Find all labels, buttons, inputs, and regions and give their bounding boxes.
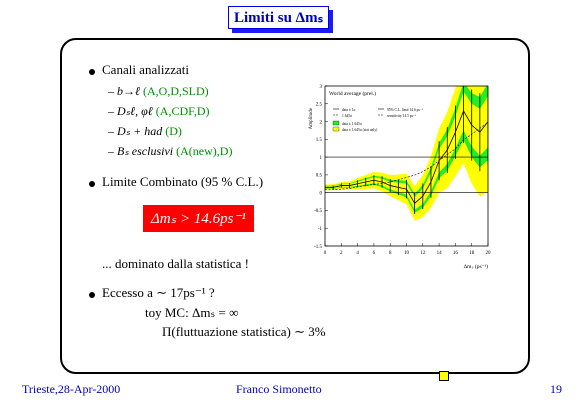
channel: Dₛℓ, φℓ [117, 104, 153, 118]
detail: Π(fluttuazione statistica) ∼ 3% [162, 324, 326, 339]
x-tick-label: 14 [437, 251, 443, 256]
plot-title: World average (prel.) [329, 90, 376, 97]
band-1645 [325, 86, 488, 221]
bullet-text: Eccesso a ∼ 17ps⁻¹ ? [102, 285, 215, 300]
y-tick-label: 1.5 [316, 138, 323, 143]
legend-label: 95% C.L. limit 14.6 ps⁻¹ [387, 108, 423, 112]
bullet [89, 292, 95, 298]
sub-item: – Bₛ esclusivi (A(new),D) [108, 144, 233, 158]
x-tick-label: 20 [486, 251, 492, 256]
x-tick-label: 12 [420, 251, 426, 256]
experiments: (A,O,D,SLD) [143, 84, 209, 98]
detail: toy MC: Δmₛ = ∞ [145, 305, 239, 320]
y-axis-label: Amplitude [309, 107, 314, 129]
bullet-text: Limite Combinato (95 % C.L.) [102, 174, 264, 189]
y-tick-label: 3 [320, 85, 323, 90]
legend-swatch [332, 126, 340, 132]
experiments: (D) [165, 124, 182, 138]
experiments: (A(new),D) [176, 144, 233, 158]
sub-item: – Dₛ + had (D) [108, 124, 182, 138]
result-box: Δmₛ > 14.6ps⁻¹ [143, 205, 254, 232]
y-tick-label: 0.5 [316, 174, 323, 179]
legend-label: data ± 1.645σ [342, 122, 362, 126]
experiments: (A,CDF,D) [155, 104, 210, 118]
legend-swatch [332, 120, 340, 126]
footer-left: Trieste,28-Apr-2000 [22, 382, 121, 396]
x-tick-label: 4 [356, 251, 359, 256]
channel: b→ℓ [117, 84, 140, 98]
y-tick-label: -1 [318, 227, 323, 232]
sensitivity-line [325, 122, 488, 191]
slide-frame [60, 38, 530, 374]
nav-marker [439, 371, 449, 381]
x-tick-label: 6 [373, 251, 376, 256]
x-tick-label: 16 [453, 251, 459, 256]
legend-label: data ± 1σ [342, 108, 356, 112]
legend-label: 1.645σ [342, 114, 352, 118]
y-tick-label: 2.5 [316, 103, 323, 108]
bullet [89, 69, 95, 75]
x-tick-label: 10 [404, 251, 410, 256]
sub-item: – b→ℓ (A,O,D,SLD) [108, 84, 209, 98]
y-tick-label: -0.5 [314, 209, 322, 214]
sub-item: – Dₛℓ, φℓ (A,CDF,D) [108, 104, 210, 118]
footer-center: Franco Simonetto [236, 382, 322, 396]
legend-label: data ± 1.645σ (stat only) [342, 128, 378, 132]
bullet-text: Canali analizzati [102, 62, 189, 77]
x-tick-label: 18 [469, 251, 475, 256]
y-tick-label: 1 [320, 156, 323, 161]
amplitude-line [325, 109, 488, 204]
channel: Dₛ + had [117, 124, 163, 138]
x-tick-label: 0 [324, 251, 327, 256]
y-tick-label: 2 [320, 120, 323, 125]
bullet [89, 181, 95, 187]
x-tick-label: 2 [340, 251, 343, 256]
comment: ... dominato dalla statistica ! [102, 256, 249, 271]
y-tick-label: 0 [320, 191, 323, 196]
footer-right: 19 [550, 382, 562, 396]
y-tick-label: -1.5 [314, 245, 322, 250]
legend-label: sensitivity 14.5 ps⁻¹ [387, 114, 416, 118]
channel: Bₛ esclusivi [117, 144, 174, 158]
x-tick-label: 8 [389, 251, 392, 256]
amplitude-plot: World average (prel.) Amplitude Δmₛ (ps⁻… [309, 85, 492, 270]
slide-title: Limiti su Δmₛ [228, 6, 330, 29]
x-axis-label: Δmₛ (ps⁻¹) [464, 263, 489, 270]
